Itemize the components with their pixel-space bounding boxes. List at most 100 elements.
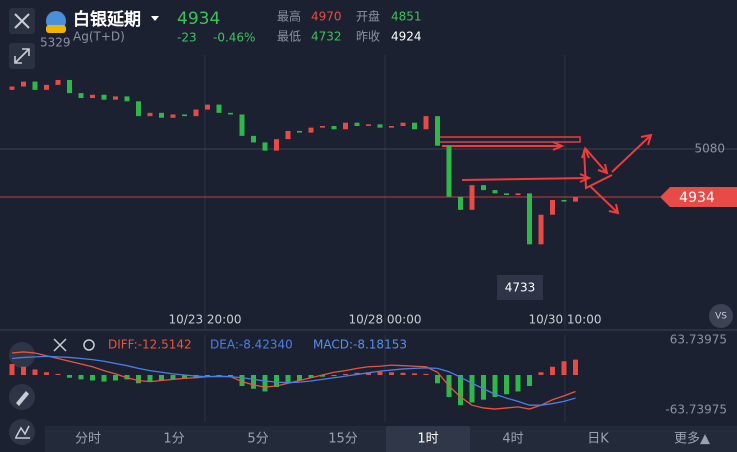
candle — [354, 122, 360, 126]
candle — [170, 114, 176, 118]
candle — [469, 185, 475, 210]
x-tick-label: 10/28 00:00 — [349, 313, 422, 327]
macd-bar — [170, 375, 176, 380]
candle — [32, 81, 38, 90]
macd-bar — [550, 366, 555, 375]
macd-bar — [32, 369, 38, 375]
tab[interactable]: 更多▲ — [674, 431, 710, 447]
tab[interactable]: 15分 — [328, 432, 358, 447]
candle — [9, 86, 15, 90]
tab[interactable]: 1分 — [163, 432, 184, 447]
macd-bar — [527, 375, 532, 386]
change-pct: -0.46% — [213, 31, 255, 45]
candle — [538, 214, 544, 245]
macd-close[interactable] — [53, 338, 67, 352]
min-tag — [497, 268, 543, 300]
candle — [113, 96, 118, 100]
candle — [193, 109, 199, 117]
macd-bar — [182, 375, 187, 379]
macd-bar — [67, 375, 72, 378]
macd-bar — [147, 375, 153, 382]
candle — [400, 122, 406, 126]
macd-bar — [228, 375, 233, 377]
low: 4732 — [311, 30, 342, 44]
open-label: 开盘 — [356, 9, 380, 24]
macd-bar — [435, 375, 440, 384]
indicator-icon — [15, 425, 30, 439]
candle — [67, 79, 72, 94]
candle — [308, 127, 314, 133]
candle — [320, 125, 325, 128]
macd-bar — [423, 373, 429, 375]
candle — [90, 94, 95, 99]
macd-bar — [55, 373, 61, 375]
macd-bar — [101, 375, 107, 382]
tab[interactable]: 1时 — [417, 432, 438, 447]
candle — [446, 145, 452, 197]
candle — [573, 196, 578, 202]
macd-bottom: -63.73975 — [665, 403, 727, 417]
instrument-code: Ag(T+D) — [73, 30, 125, 44]
tab[interactable]: 5分 — [247, 432, 268, 447]
macd-bar — [504, 375, 509, 395]
tab[interactable]: 日K — [587, 432, 609, 447]
vs-button[interactable] — [709, 304, 733, 328]
candle — [343, 122, 348, 130]
logo-badge — [46, 25, 66, 33]
macd-settings[interactable] — [83, 339, 95, 351]
candle — [561, 199, 567, 202]
candle — [262, 142, 268, 151]
prev: 4924 — [391, 30, 422, 44]
prev-label: 昨收 — [356, 30, 380, 44]
macd-bar — [239, 375, 245, 386]
change: -23 — [177, 31, 197, 45]
macd-bar — [377, 371, 383, 375]
open: 4851 — [391, 10, 422, 24]
x-tick-label: 10/30 10:00 — [529, 313, 602, 327]
candle — [182, 114, 187, 117]
instrument-name: 白银延期 — [73, 9, 141, 30]
candle — [21, 81, 26, 87]
macd-bar — [412, 373, 417, 375]
candle — [481, 185, 486, 191]
tool-button[interactable] — [9, 342, 35, 368]
candle — [527, 193, 532, 245]
candle — [44, 84, 49, 90]
tab[interactable]: 分时 — [75, 432, 101, 447]
expand-button[interactable] — [9, 43, 35, 69]
macd-bar — [573, 359, 578, 375]
high: 4970 — [311, 10, 342, 24]
macd-bar — [44, 372, 49, 375]
tab[interactable]: 4时 — [502, 432, 523, 447]
x-tick-label: 10/23 20:00 — [169, 313, 242, 327]
candle — [251, 135, 256, 143]
macd-bar — [251, 375, 256, 389]
macd-bar — [515, 375, 521, 392]
candle — [331, 125, 337, 130]
candle — [147, 112, 153, 117]
macd-bar — [481, 375, 486, 400]
macd-bar — [308, 375, 314, 378]
macd-bar — [469, 375, 475, 403]
level-label: 5080 — [694, 142, 725, 156]
candle — [205, 104, 210, 110]
macd-label: MACD:-8.18153 — [313, 338, 407, 352]
candle — [412, 122, 417, 130]
macd-bar — [113, 375, 118, 381]
last-price: 4934 — [679, 190, 715, 206]
candle — [285, 130, 291, 140]
candle — [297, 130, 302, 133]
last-price-tag — [660, 187, 737, 207]
macd-bar — [262, 375, 268, 392]
grid — [0, 55, 737, 422]
candle — [159, 112, 164, 118]
macd-bar — [274, 375, 279, 388]
candle — [101, 94, 107, 100]
dropdown-arrow[interactable] — [151, 16, 159, 21]
indicator-button[interactable] — [9, 419, 35, 445]
close-button[interactable] — [9, 8, 35, 34]
macd-bar — [21, 366, 26, 375]
min-label: 4733 — [505, 281, 536, 295]
macd-bar — [389, 372, 394, 375]
